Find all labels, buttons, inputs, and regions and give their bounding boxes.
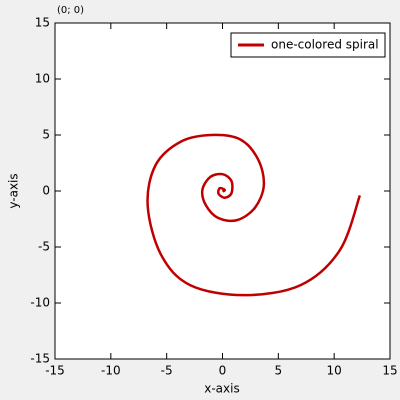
x-tick-label: -15 xyxy=(45,364,65,378)
y-tick-label: -15 xyxy=(30,352,50,366)
x-tick-label: 10 xyxy=(327,364,342,378)
y-axis-title: y-axis xyxy=(7,173,21,208)
y-tick-label: 15 xyxy=(35,16,50,30)
spiral-line xyxy=(146,133,362,297)
x-axis-title: x-axis xyxy=(204,382,239,396)
y-tick-label: 5 xyxy=(42,128,50,142)
y-tick-label: -5 xyxy=(38,240,50,254)
x-tick-label: 0 xyxy=(219,364,227,378)
x-tick-label: -5 xyxy=(161,364,173,378)
y-tick-label: -10 xyxy=(30,296,50,310)
y-tick-label: 0 xyxy=(42,184,50,198)
y-tick-label: 10 xyxy=(35,72,50,86)
x-tick-label: -10 xyxy=(101,364,121,378)
legend-label: one-colored spiral xyxy=(271,38,379,52)
corner-label: (0; 0) xyxy=(57,5,84,16)
x-tick-label: 15 xyxy=(382,364,397,378)
x-tick-label: 5 xyxy=(275,364,283,378)
